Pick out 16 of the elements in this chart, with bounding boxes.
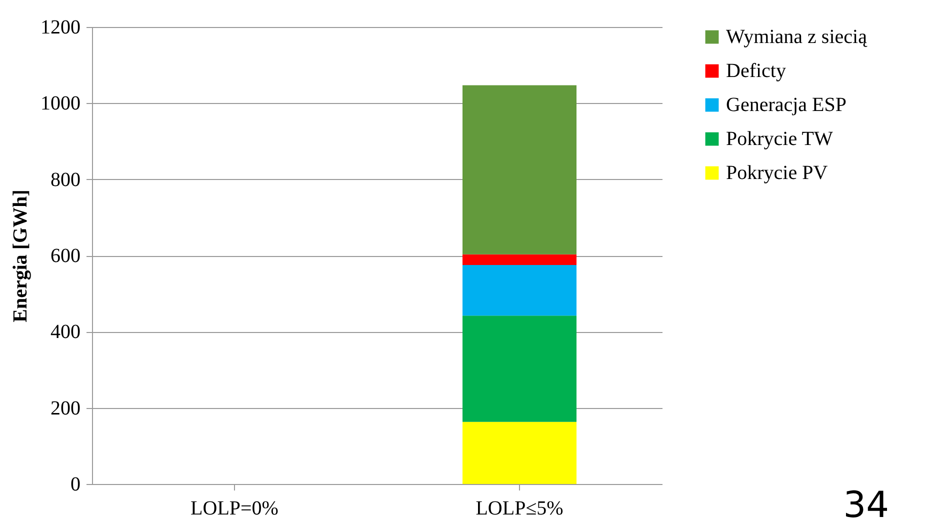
y-tick-label: 200 [50,397,80,420]
y-axis-title: Energia [GWh] [10,190,32,322]
y-tick-label: 600 [50,245,80,267]
text: 34 [843,485,889,526]
legend-label: Deficty [726,60,786,82]
x-tick-label: LOLP≤5% [476,498,564,520]
legend-label: Generacja ESP [726,94,847,116]
y-tick-label: 800 [50,168,80,191]
y-tick-label: 400 [50,321,80,344]
y-tick-label: 0 [70,474,80,496]
x-tick-label: LOLP=0% [190,498,278,520]
legend-label: Wymiana z siecią [726,26,868,48]
legend-label: Pokrycie TW [726,128,833,150]
legend-label: Pokrycie PV [726,162,828,184]
y-tick-label: 1200 [40,16,80,38]
y-tick-label: 1000 [40,92,80,115]
